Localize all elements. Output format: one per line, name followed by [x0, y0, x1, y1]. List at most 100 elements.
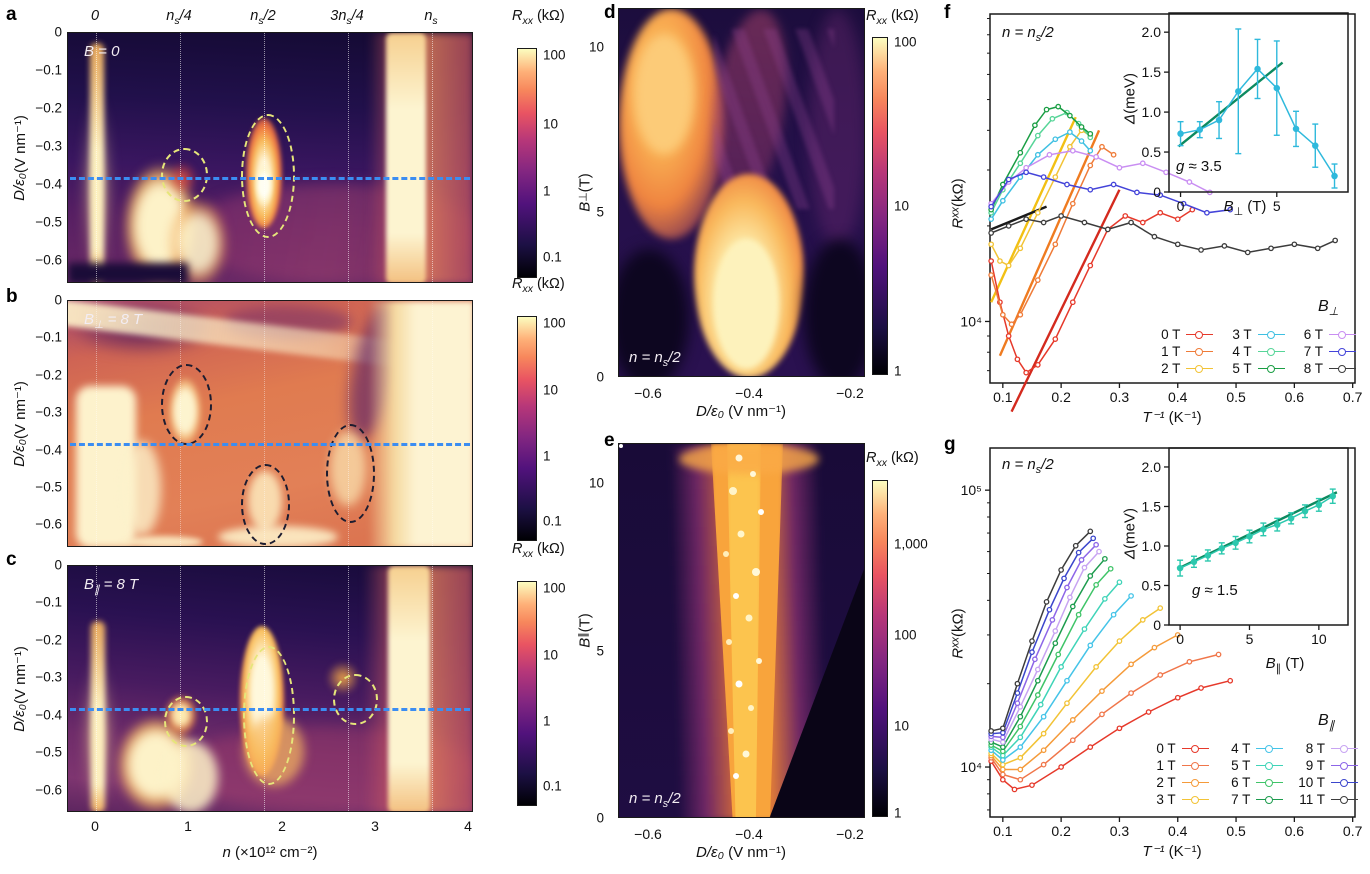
series-7 T	[988, 169, 1234, 216]
annotation-ellipse	[326, 424, 375, 523]
heatmap-region	[711, 444, 783, 817]
panel-label-d: d	[604, 2, 616, 23]
gridline	[348, 33, 349, 282]
panel-label-e: e	[604, 430, 615, 451]
legend-marker	[1328, 329, 1356, 340]
heatmap-region	[168, 198, 228, 282]
inset-x-label-f: B⊥ (T)	[1223, 198, 1267, 218]
svg-text:0.5: 0.5	[1142, 144, 1162, 160]
svg-text:10: 10	[1311, 631, 1327, 647]
colorbar-tick: 0.1	[543, 513, 562, 529]
fit-line	[1177, 61, 1284, 148]
legend-marker	[1256, 760, 1284, 771]
arrhenius-plot-f: 0.1 0.2 0.3 0.4 0.5 0.6 0.7 10⁴	[960, 13, 1363, 413]
legend-marker	[1256, 777, 1284, 788]
heatmap-region	[338, 301, 412, 445]
heatmap-region	[679, 444, 819, 474]
y-axis-label-d: B ⊥ (T)	[576, 173, 594, 212]
legend-item: 8 T	[1293, 360, 1356, 377]
colorbar-tick: 100	[543, 315, 566, 331]
panel-label-f: f	[944, 2, 951, 23]
svg-text:10⁴: 10⁴	[960, 313, 982, 329]
legend-marker	[1256, 743, 1284, 754]
legend-marker	[1330, 743, 1358, 754]
y-tick: 0	[54, 557, 62, 573]
colorbar-title: Rxx (kΩ)	[866, 8, 919, 27]
colorbar-tick: 100	[894, 34, 917, 50]
colorbar-tick: 0.1	[543, 778, 562, 794]
g-factor-label-f: g ≈ 3.5	[1176, 158, 1222, 175]
legend-item: 2 T	[1150, 360, 1214, 377]
legend-marker	[1328, 363, 1356, 374]
y-tick: −0.5	[35, 744, 62, 760]
y-tick: 0	[54, 24, 62, 40]
heatmap-a: B = 0	[67, 32, 473, 283]
legend-marker	[1328, 346, 1356, 357]
x-tick: 4	[464, 818, 472, 834]
legend-marker	[1181, 777, 1209, 788]
y-tick: 5	[596, 643, 604, 659]
heatmap-region	[90, 43, 104, 282]
legend-marker	[1330, 760, 1358, 771]
colorbar-tick: 10	[894, 198, 910, 214]
panel-label-a: a	[6, 4, 17, 25]
dashed-line	[70, 708, 470, 711]
y-tick: −0.3	[35, 669, 62, 685]
axes: 0 5 0 0.5 1.0 1.5 2.0	[1142, 12, 1349, 214]
series-0 T	[988, 206, 1196, 376]
colorbar-tick: 10	[543, 382, 559, 398]
y-tick: −0.4	[35, 442, 62, 458]
series-4 T	[988, 593, 1134, 763]
legend-marker	[1257, 346, 1285, 357]
svg-text:2.0: 2.0	[1142, 24, 1162, 40]
heatmap-c: B∥ = 8 T	[67, 565, 473, 812]
legend-item: 4 T	[1217, 740, 1284, 757]
legend-title-g: B∥	[1318, 712, 1335, 733]
heatmap-region	[669, 444, 829, 817]
legend-marker	[1257, 329, 1285, 340]
svg-text:0.1: 0.1	[993, 823, 1013, 839]
svg-text:1.0: 1.0	[1142, 104, 1162, 120]
svg-text:0.1: 0.1	[993, 389, 1013, 405]
heatmap-region	[188, 183, 472, 282]
svg-text:0: 0	[1153, 184, 1161, 200]
legend-item: 5 T	[1217, 757, 1284, 774]
heatmap-region	[68, 263, 188, 282]
legend-item: 6 T	[1217, 774, 1284, 791]
heatmap-region	[368, 301, 472, 546]
panel-label-b: b	[6, 286, 18, 307]
heatmap-region	[700, 9, 798, 213]
annotation-ellipse	[241, 114, 295, 238]
y-tick: −0.1	[35, 594, 62, 610]
series-8 T	[988, 548, 1102, 745]
series-gap	[1176, 488, 1336, 577]
heatmap-speckles	[619, 444, 623, 448]
svg-text:0: 0	[1153, 617, 1161, 633]
legend-marker	[1186, 346, 1214, 357]
legend-marker	[1186, 329, 1214, 340]
y-tick: 5	[596, 204, 604, 220]
legend-item: 3 T	[1142, 791, 1209, 808]
heatmap-region	[809, 9, 864, 249]
condition-label: n = ns/2	[629, 349, 681, 369]
annotation-ellipse	[161, 364, 212, 445]
x-tick: −0.6	[634, 385, 662, 401]
gridline	[180, 566, 181, 811]
legend-item: 1 T	[1142, 757, 1209, 774]
colorbar-a	[517, 48, 537, 278]
y-tick: 0	[596, 369, 604, 385]
x-tick: 0	[91, 818, 99, 834]
legend-marker	[1181, 760, 1209, 771]
heatmap-region	[769, 564, 864, 817]
legend-item: 5 T	[1221, 360, 1285, 377]
series-6 T	[988, 565, 1114, 755]
series-10 T	[988, 535, 1097, 737]
top-tick: 0	[90, 8, 100, 24]
heatmap-region	[714, 29, 834, 209]
top-tick: ns	[424, 8, 438, 27]
x-tick: 2	[278, 818, 286, 834]
x-tick: −0.4	[735, 385, 763, 401]
